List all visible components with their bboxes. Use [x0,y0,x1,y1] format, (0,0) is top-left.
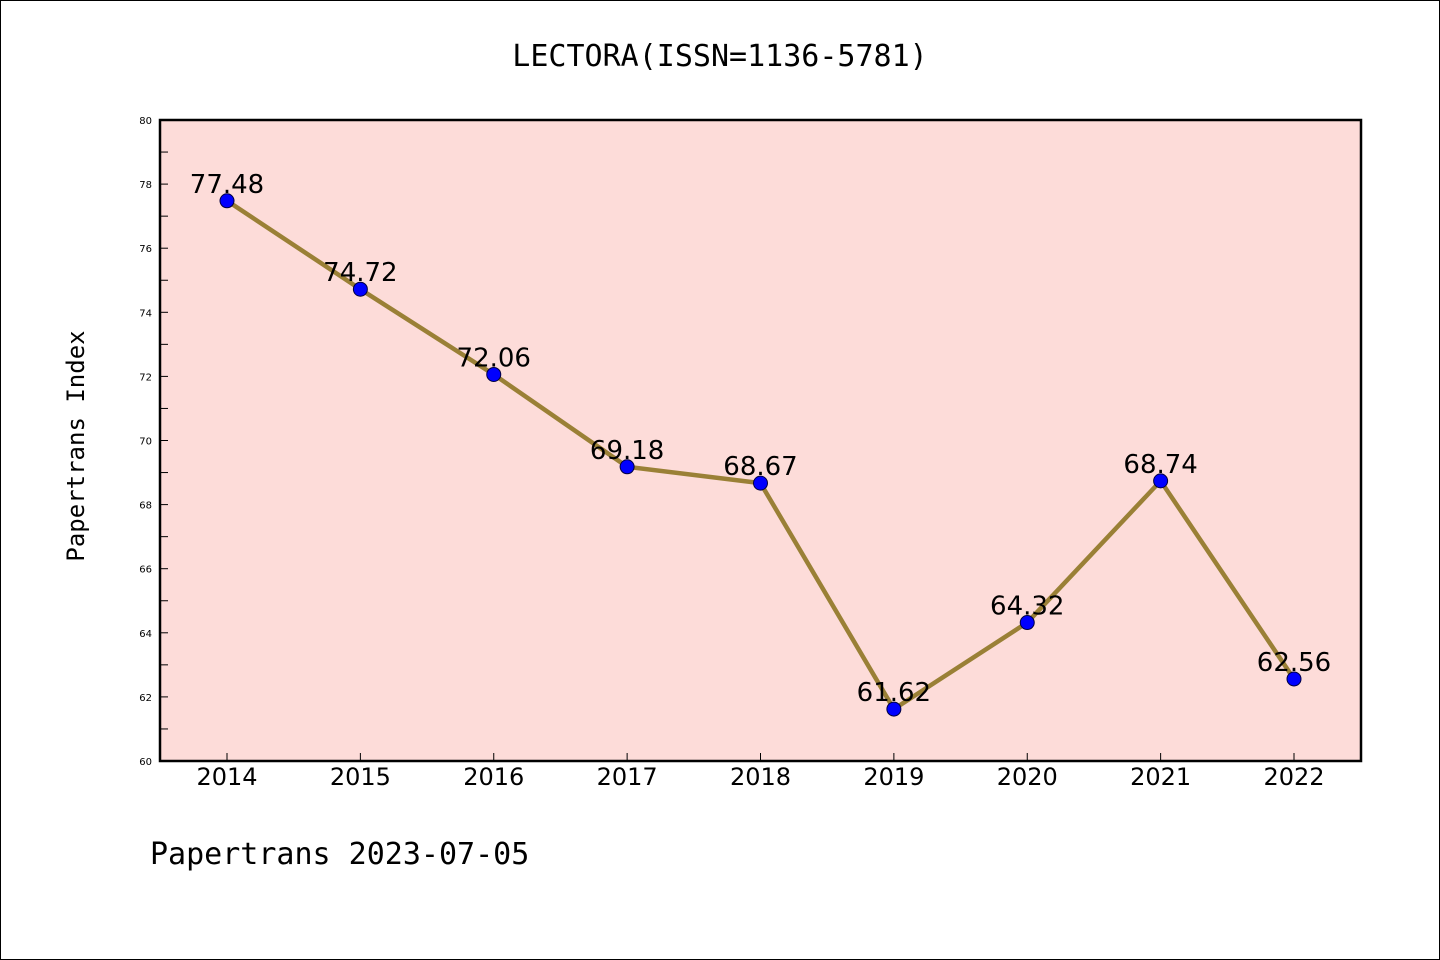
data-point [1153,473,1169,489]
data-point [352,281,368,297]
data-label: 64.32 [990,592,1064,622]
x-axis-ticks: 2014 2015 2016 2017 2018 2019 2020 2021 2022 [196,753,1325,791]
data-label: 68.67 [723,452,797,482]
x-tick-label: 2019 [863,763,924,791]
data-point [619,459,635,475]
data-point [486,366,502,382]
y-tick-label: 74 [139,308,152,319]
y-tick-label: 64 [139,629,152,640]
data-label: 69.18 [590,436,664,466]
x-tick-label: 2014 [196,763,257,791]
y-axis-label: Papertrans Index [62,330,90,561]
y-tick-label: 62 [139,693,152,704]
y-tick-label: 72 [139,372,152,383]
chart-title: LECTORA(ISSN=1136-5781) [512,39,927,74]
data-point [753,475,768,491]
x-tick-label: 2021 [1130,763,1191,791]
data-label: 72.06 [457,343,531,373]
plot-border [158,118,1363,763]
plot-area [160,120,1361,761]
y-tick-label: 80 [139,116,152,127]
data-label: 74.72 [323,258,397,288]
series-line [219,193,1302,717]
data-label: 62.56 [1257,648,1331,678]
x-tick-label: 2018 [730,763,791,791]
y-tick-label: 76 [139,244,152,255]
data-label: 61.62 [857,678,931,708]
footer-date: Papertrans 2023-07-05 [150,837,529,872]
y-tick-label: 66 [139,565,152,576]
data-label: 77.48 [190,170,264,200]
data-point [1019,615,1035,631]
x-tick-label: 2017 [597,763,658,791]
y-tick-label: 60 [139,757,152,768]
data-point [886,701,902,717]
y-tick-label: 70 [139,437,152,448]
x-tick-label: 2015 [330,763,391,791]
data-labels: 77.48 74.72 72.06 69.18 68.67 61.62 64.32 68.74… [190,170,1331,708]
y-axis-ticks: 60 62 64 66 68 70 72 74 76 78 80 [139,116,168,768]
data-point [1286,671,1302,687]
y-tick-label: 68 [139,501,152,512]
data-label: 68.74 [1123,450,1197,480]
data-point [219,193,235,209]
y-tick-label: 78 [139,180,152,191]
x-tick-label: 2020 [997,763,1058,791]
x-tick-label: 2016 [463,763,524,791]
x-tick-label: 2022 [1263,763,1324,791]
